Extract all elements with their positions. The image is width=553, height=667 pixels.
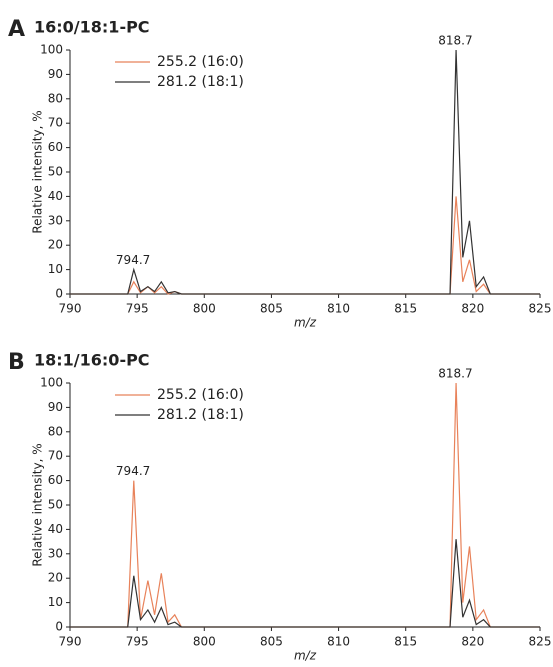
y-tick-label: 30: [48, 546, 63, 560]
x-tick-label: 795: [126, 302, 149, 316]
panel-title: 18:1/16:0-PC: [34, 351, 150, 370]
y-tick-label: 20: [48, 238, 63, 252]
x-axis-label: m/z: [294, 649, 317, 663]
x-tick-label: 810: [327, 635, 350, 649]
y-tick-label: 40: [48, 522, 63, 536]
y-tick-label: 90: [48, 400, 63, 414]
x-tick-label: 800: [193, 635, 216, 649]
peak-annotation: 794.7: [116, 253, 150, 267]
y-tick-label: 10: [48, 595, 63, 609]
y-tick-label: 40: [48, 189, 63, 203]
y-tick-label: 100: [40, 376, 63, 390]
panel-title: 16:0/18:1-PC: [34, 18, 150, 37]
x-tick-label: 820: [461, 302, 484, 316]
x-tick-label: 815: [394, 302, 417, 316]
y-tick-label: 100: [40, 43, 63, 57]
x-tick-label: 790: [59, 302, 82, 316]
peak-annotation: 818.7: [438, 367, 472, 381]
x-tick-label: 825: [529, 302, 552, 316]
panel-label: B: [8, 350, 25, 375]
y-tick-label: 50: [48, 165, 63, 179]
y-tick-label: 70: [48, 449, 63, 463]
panel-label: A: [8, 17, 25, 42]
legend-label: 281.2 (18:1): [157, 407, 244, 423]
y-tick-label: 80: [48, 91, 63, 105]
y-tick-label: 0: [55, 287, 63, 301]
spectrum-line: [70, 49, 540, 295]
y-tick-label: 80: [48, 424, 63, 438]
y-axis-label: Relative intensity, %: [31, 110, 45, 233]
x-tick-label: 805: [260, 635, 283, 649]
y-tick-label: 60: [48, 140, 63, 154]
y-tick-label: 70: [48, 116, 63, 130]
x-tick-label: 825: [529, 635, 552, 649]
x-tick-label: 815: [394, 635, 417, 649]
y-tick-label: 0: [55, 620, 63, 634]
y-tick-label: 20: [48, 571, 63, 585]
x-tick-label: 810: [327, 302, 350, 316]
legend-label: 255.2 (16:0): [157, 387, 244, 403]
spectrum-line: [70, 196, 540, 295]
spectrum-line: [70, 382, 540, 628]
spectrum-line: [70, 539, 540, 628]
x-tick-label: 820: [461, 635, 484, 649]
x-axis-label: m/z: [294, 316, 317, 330]
y-tick-label: 60: [48, 473, 63, 487]
y-tick-label: 10: [48, 262, 63, 276]
legend-label: 255.2 (16:0): [157, 54, 244, 70]
x-tick-label: 805: [260, 302, 283, 316]
peak-annotation: 794.7: [116, 464, 150, 478]
y-tick-label: 30: [48, 213, 63, 227]
x-tick-label: 800: [193, 302, 216, 316]
y-tick-label: 50: [48, 498, 63, 512]
peak-annotation: 818.7: [438, 34, 472, 48]
x-tick-label: 795: [126, 635, 149, 649]
y-axis-label: Relative intensity, %: [31, 443, 45, 566]
legend-label: 281.2 (18:1): [157, 74, 244, 90]
y-tick-label: 90: [48, 67, 63, 81]
x-tick-label: 790: [59, 635, 82, 649]
